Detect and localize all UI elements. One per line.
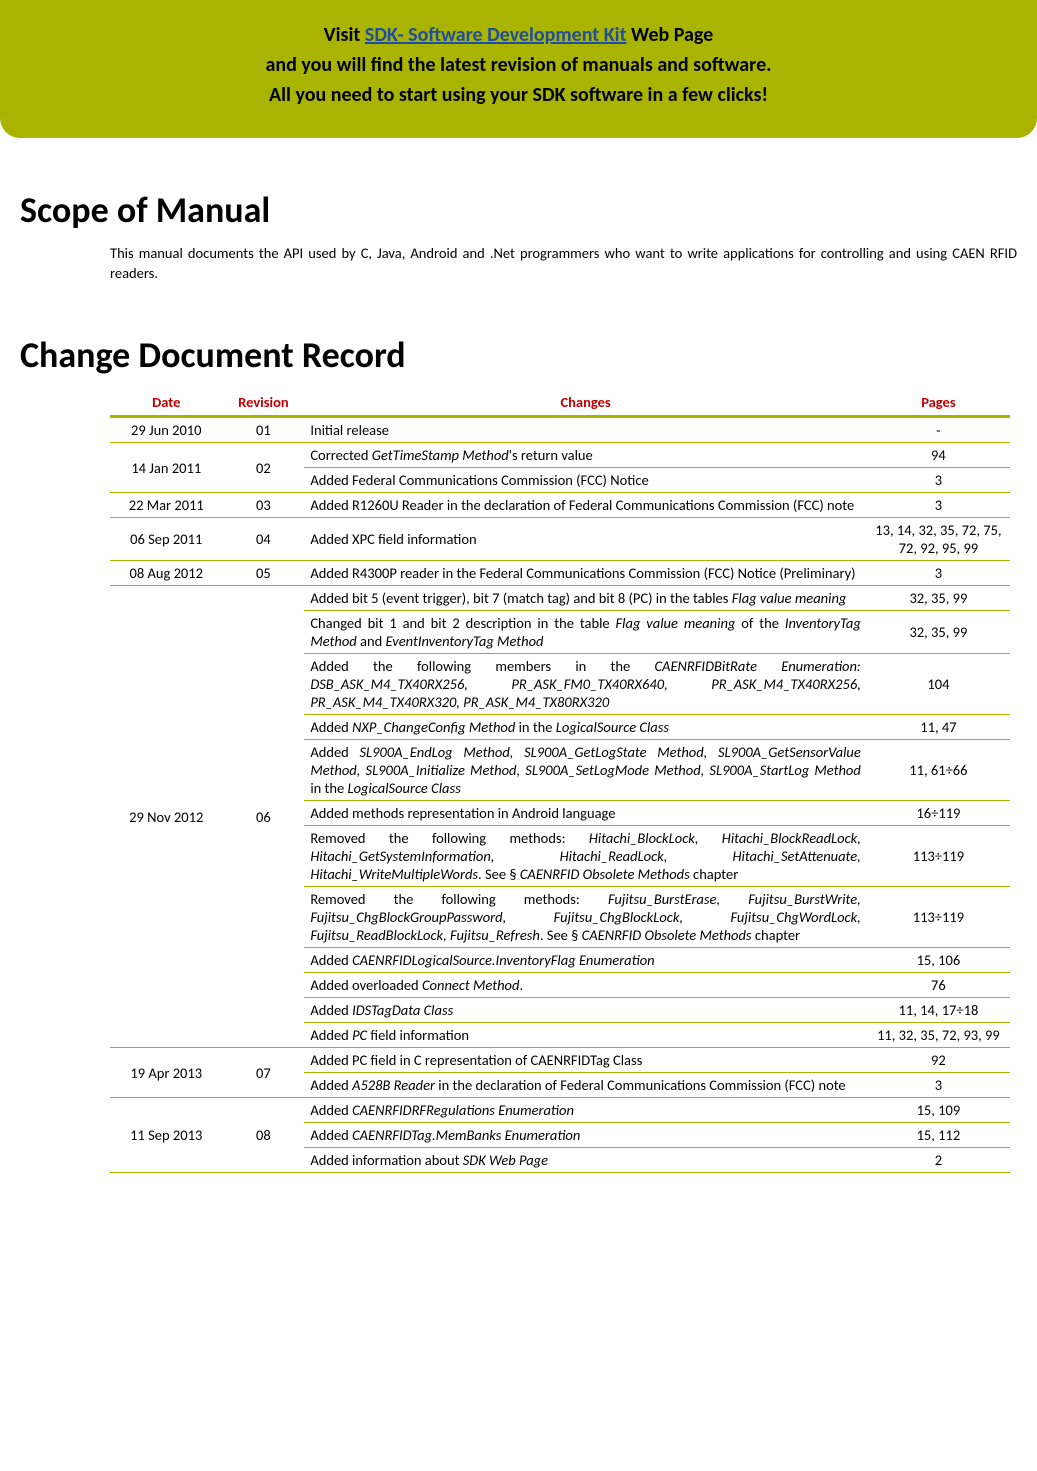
cell-pages: 16÷119	[867, 801, 1010, 826]
cell-pages: 3	[867, 468, 1010, 493]
cell-revision: 02	[223, 443, 305, 493]
cell-pages: 11, 32, 35, 72, 93, 99	[867, 1023, 1010, 1048]
cell-changes: Added CAENRFIDLogicalSource.InventoryFla…	[304, 948, 867, 973]
table-row: 08 Aug 201205Added R4300P reader in the …	[110, 561, 1010, 586]
cell-changes: Removed the following methods: Fujitsu_B…	[304, 887, 867, 948]
cell-pages: 11, 61÷66	[867, 740, 1010, 801]
cell-pages: 2	[867, 1148, 1010, 1173]
cell-changes: Removed the following methods: Hitachi_B…	[304, 826, 867, 887]
table-row: 11 Sep 201308Added CAENRFIDRFRegulations…	[110, 1098, 1010, 1123]
cell-date: 29 Jun 2010	[110, 417, 223, 443]
cell-pages: 3	[867, 493, 1010, 518]
cell-changes: Added Federal Communications Commission …	[304, 468, 867, 493]
cell-changes: Added bit 5 (event trigger), bit 7 (matc…	[304, 586, 867, 611]
cell-date: 22 Mar 2011	[110, 493, 223, 518]
record-heading: Change Document Record	[20, 333, 1017, 377]
banner-text-post: Web Page	[627, 23, 714, 47]
cell-date: 08 Aug 2012	[110, 561, 223, 586]
cell-changes: Added CAENRFIDRFRegulations Enumeration	[304, 1098, 867, 1123]
banner-text-pre: Visit	[324, 23, 365, 47]
cell-changes: Corrected GetTimeStamp Method's return v…	[304, 443, 867, 468]
cell-pages: 15, 112	[867, 1123, 1010, 1148]
cell-revision: 01	[223, 417, 305, 443]
cell-changes: Added NXP_ChangeConfig Method in the Log…	[304, 715, 867, 740]
cell-changes: Added SL900A_EndLog Method, SL900A_GetLo…	[304, 740, 867, 801]
cell-pages: 104	[867, 654, 1010, 715]
col-pages: Pages	[867, 389, 1010, 417]
banner: Visit SDK- Software Development Kit Web …	[0, 0, 1037, 138]
cell-pages: 11, 47	[867, 715, 1010, 740]
cell-changes: Added PC field information	[304, 1023, 867, 1048]
cell-pages: 76	[867, 973, 1010, 998]
cell-pages: 13, 14, 32, 35, 72, 75, 72, 92, 95, 99	[867, 518, 1010, 561]
cell-date: 14 Jan 2011	[110, 443, 223, 493]
scope-heading: Scope of Manual	[20, 188, 1017, 232]
cell-revision: 03	[223, 493, 305, 518]
cell-pages: 32, 35, 99	[867, 611, 1010, 654]
cell-pages: 92	[867, 1048, 1010, 1073]
cell-changes: Added A528B Reader in the declaration of…	[304, 1073, 867, 1098]
cell-changes: Added IDSTagData Class	[304, 998, 867, 1023]
cell-revision: 07	[223, 1048, 305, 1098]
change-record-table: Date Revision Changes Pages 29 Jun 20100…	[110, 389, 1010, 1173]
col-changes: Changes	[304, 389, 867, 417]
cell-changes: Added overloaded Connect Method.	[304, 973, 867, 998]
content: Scope of Manual This manual documents th…	[0, 188, 1037, 1173]
cell-pages: 113÷119	[867, 826, 1010, 887]
cell-revision: 04	[223, 518, 305, 561]
table-row: 29 Nov 201206Added bit 5 (event trigger)…	[110, 586, 1010, 611]
table-row: 19 Apr 201307Added PC field in C represe…	[110, 1048, 1010, 1073]
cell-revision: 06	[223, 586, 305, 1048]
cell-date: 29 Nov 2012	[110, 586, 223, 1048]
cell-pages: 113÷119	[867, 887, 1010, 948]
cell-changes: Changed bit 1 and bit 2 description in t…	[304, 611, 867, 654]
cell-changes: Added PC field in C representation of CA…	[304, 1048, 867, 1073]
cell-revision: 08	[223, 1098, 305, 1173]
cell-changes: Initial release	[304, 417, 867, 443]
table-row: 14 Jan 201102Corrected GetTimeStamp Meth…	[110, 443, 1010, 468]
banner-line-3: All you need to start using your SDK sof…	[40, 80, 997, 110]
cell-pages: 94	[867, 443, 1010, 468]
cell-changes: Added information about SDK Web Page	[304, 1148, 867, 1173]
banner-line-2: and you will find the latest revision of…	[40, 50, 997, 80]
cell-pages: 3	[867, 561, 1010, 586]
table-row: 22 Mar 201103Added R1260U Reader in the …	[110, 493, 1010, 518]
cell-pages: -	[867, 417, 1010, 443]
table-header-row: Date Revision Changes Pages	[110, 389, 1010, 417]
cell-date: 06 Sep 2011	[110, 518, 223, 561]
cell-pages: 15, 109	[867, 1098, 1010, 1123]
scope-body: This manual documents the API used by C,…	[110, 244, 1017, 283]
cell-pages: 11, 14, 17÷18	[867, 998, 1010, 1023]
cell-changes: Added R4300P reader in the Federal Commu…	[304, 561, 867, 586]
cell-changes: Added XPC field information	[304, 518, 867, 561]
banner-line-1: Visit SDK- Software Development Kit Web …	[40, 20, 997, 50]
cell-changes: Added the following members in the CAENR…	[304, 654, 867, 715]
col-date: Date	[110, 389, 223, 417]
cell-pages: 15, 106	[867, 948, 1010, 973]
cell-pages: 32, 35, 99	[867, 586, 1010, 611]
table-row: 29 Jun 201001Initial release-	[110, 417, 1010, 443]
cell-changes: Added methods representation in Android …	[304, 801, 867, 826]
cell-changes: Added R1260U Reader in the declaration o…	[304, 493, 867, 518]
cell-pages: 3	[867, 1073, 1010, 1098]
cell-date: 11 Sep 2013	[110, 1098, 223, 1173]
sdk-link[interactable]: SDK- Software Development Kit	[365, 23, 627, 47]
cell-revision: 05	[223, 561, 305, 586]
col-revision: Revision	[223, 389, 305, 417]
cell-changes: Added CAENRFIDTag.MemBanks Enumeration	[304, 1123, 867, 1148]
table-row: 06 Sep 201104Added XPC field information…	[110, 518, 1010, 561]
cell-date: 19 Apr 2013	[110, 1048, 223, 1098]
